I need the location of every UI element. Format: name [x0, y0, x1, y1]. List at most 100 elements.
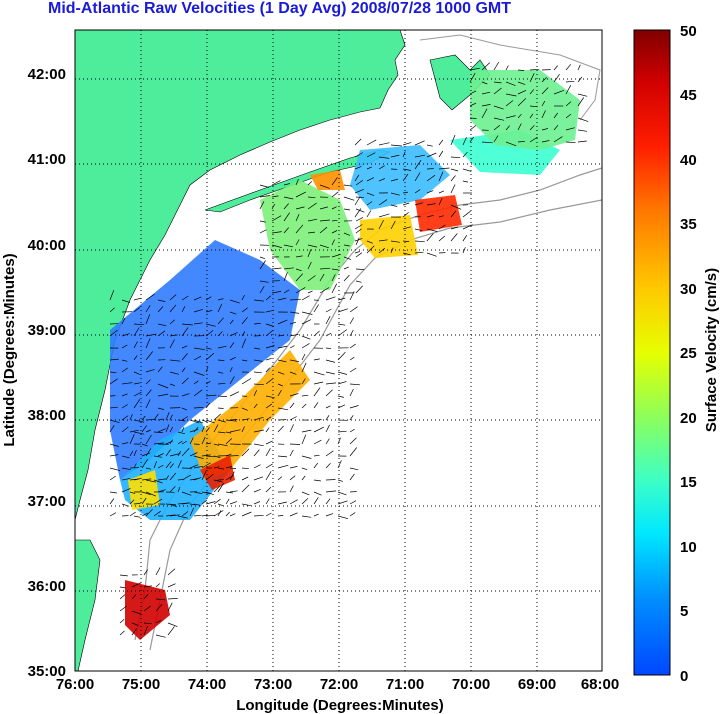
velocity-arrow [289, 475, 296, 481]
velocity-arrow [241, 378, 252, 385]
velocity-arrow [271, 215, 282, 222]
velocity-arrow [229, 429, 241, 433]
velocity-arrow [325, 308, 332, 313]
velocity-arrow [265, 395, 275, 399]
velocity-arrow [469, 67, 480, 71]
y-tick-label: 36:00 [28, 578, 66, 595]
velocity-arrow [319, 226, 328, 234]
velocity-arrow [481, 104, 491, 107]
velocity-arrow [181, 377, 189, 385]
velocity-arrow [259, 286, 265, 294]
velocity-arrow [181, 448, 190, 457]
velocity-arrow [109, 491, 117, 494]
velocity-arrow [109, 358, 119, 361]
velocity-arrow [331, 239, 335, 246]
velocity-arrow [289, 466, 298, 469]
velocity-arrow [355, 217, 364, 222]
velocity-arrow [277, 515, 284, 517]
velocity-patch [260, 180, 355, 290]
velocity-arrow [157, 299, 166, 302]
velocity-arrow [325, 347, 332, 350]
velocity-arrow [390, 154, 400, 158]
velocity-arrow [313, 330, 320, 337]
velocity-arrow [121, 359, 128, 362]
velocity-arrow [301, 455, 312, 459]
velocity-arrow [331, 177, 338, 186]
velocity-arrow [438, 235, 446, 242]
velocity-arrow [283, 203, 289, 210]
velocity-arrow [331, 274, 336, 282]
velocity-arrow [271, 180, 281, 186]
y-tick-label: 37:00 [28, 493, 66, 510]
velocity-arrow [225, 475, 234, 481]
velocity-arrow [109, 378, 118, 385]
velocity-arrow [283, 227, 289, 234]
y-tick-label: 35:00 [28, 663, 66, 680]
velocity-arrow [462, 210, 471, 218]
velocity-arrow [313, 491, 322, 496]
velocity-arrow [577, 129, 588, 132]
velocity-arrow [189, 437, 194, 445]
velocity-arrow [217, 331, 223, 337]
velocity-arrow [366, 240, 373, 244]
velocity-arrow [205, 501, 216, 505]
velocity-arrow [349, 500, 357, 505]
velocity-arrow [349, 388, 354, 397]
velocity-arrow [517, 69, 525, 71]
velocity-arrow [201, 514, 208, 517]
velocity-arrow [354, 251, 360, 254]
velocity-arrow [301, 475, 306, 481]
velocity-arrow [462, 151, 468, 158]
velocity-arrow [289, 334, 299, 337]
velocity-arrow [577, 140, 587, 143]
velocity-arrow [325, 438, 330, 445]
velocity-arrow [169, 294, 177, 301]
velocity-arrow [241, 448, 250, 457]
velocity-arrow [143, 605, 151, 612]
velocity-arrow [165, 440, 173, 445]
velocity-arrow [426, 252, 437, 257]
velocity-arrow [201, 470, 207, 481]
velocity-arrow [307, 275, 316, 282]
velocity-arrow [366, 152, 376, 158]
velocity-arrow [301, 498, 309, 505]
velocity-arrow [354, 166, 362, 170]
velocity-arrow [193, 308, 204, 313]
velocity-arrow [301, 394, 309, 397]
velocity-arrow [295, 206, 305, 210]
velocity-arrow [141, 425, 147, 433]
velocity-arrow [313, 387, 321, 397]
velocity-arrow [241, 307, 248, 313]
velocity-arrow [493, 81, 502, 84]
velocity-arrow [165, 449, 171, 457]
velocity-arrow [355, 180, 363, 186]
velocity-arrow [205, 442, 212, 445]
velocity-arrow [366, 177, 375, 182]
velocity-arrow [205, 366, 209, 373]
velocity-arrow [325, 405, 331, 409]
velocity-arrow [133, 307, 141, 313]
velocity-arrow [301, 434, 307, 445]
velocity-arrow [541, 100, 546, 107]
plot-frame [74, 29, 603, 672]
velocity-arrow [426, 228, 438, 232]
velocity-arrow [259, 260, 266, 270]
velocity-patch [190, 350, 310, 480]
velocity-arrow [295, 273, 304, 282]
velocity-arrow [109, 443, 119, 447]
velocity-arrow [229, 367, 233, 373]
velocity-arrow [438, 190, 445, 194]
velocity-arrow [402, 202, 410, 206]
velocity-arrow [189, 452, 198, 457]
velocity-arrow [529, 105, 538, 108]
velocity-arrow [167, 602, 173, 612]
velocity-arrow [541, 87, 549, 95]
velocity-arrow [205, 347, 212, 350]
velocity-arrow [253, 371, 262, 374]
colorbar-ticks: 50 45 40 35 30 25 20 15 10 5 0 [680, 23, 697, 685]
velocity-arrow [289, 321, 297, 325]
velocity-arrow [390, 144, 402, 147]
velocity-arrow [143, 622, 152, 625]
velocity-arrow [450, 175, 456, 182]
velocity-arrow [343, 184, 353, 187]
